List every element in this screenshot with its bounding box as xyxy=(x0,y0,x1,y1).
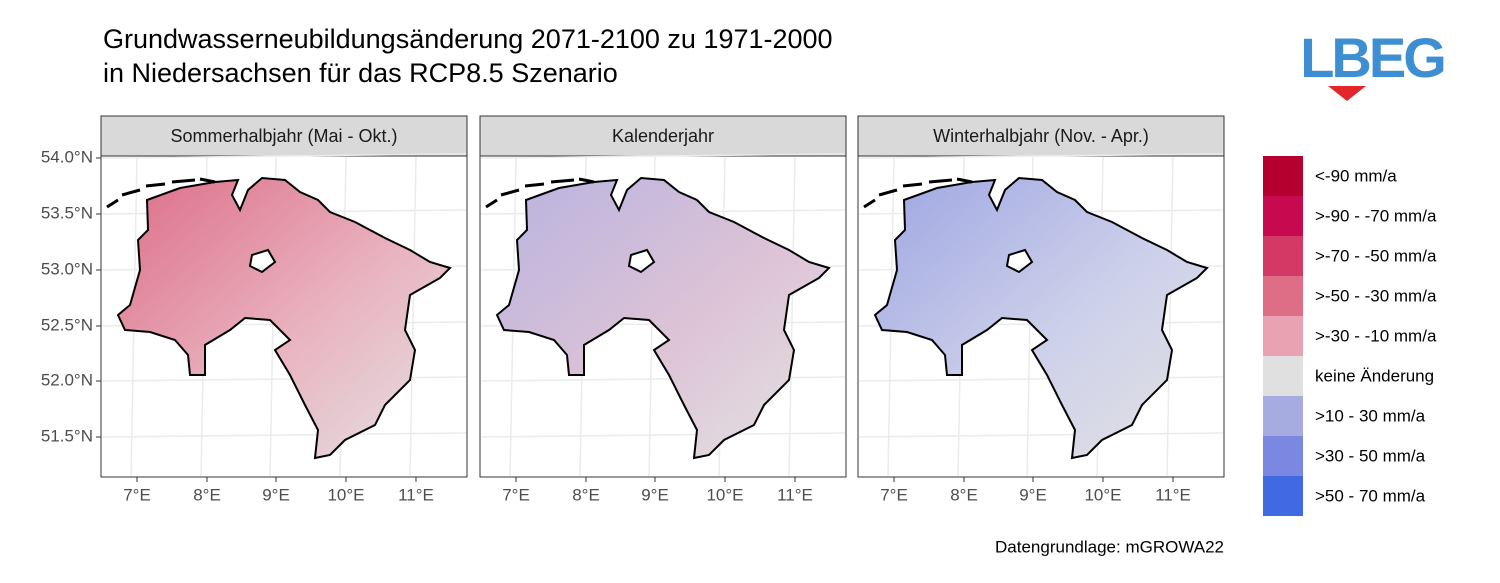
x-tick-label: 11°E xyxy=(777,485,813,504)
legend-swatch xyxy=(1263,316,1303,356)
graticule xyxy=(858,153,1224,159)
x-tick-label: 9°E xyxy=(1019,485,1047,504)
legend-label: >-30 - -10 mm/a xyxy=(1315,326,1437,345)
graticule xyxy=(858,432,1224,438)
legend-label: >-90 - -70 mm/a xyxy=(1315,206,1437,225)
graticule xyxy=(480,153,846,159)
x-tick-label: 8°E xyxy=(950,485,978,504)
logo-triangle xyxy=(1328,86,1366,101)
graticule xyxy=(101,432,467,438)
legend-swatch xyxy=(1263,396,1303,436)
x-tick-label: 7°E xyxy=(880,485,908,504)
panel: Winterhalbjahr (Nov. - Apr.) 7°E 8°E 9°E 10°… xyxy=(857,115,1225,504)
y-tick-label: 54.0°N xyxy=(41,147,93,166)
x-tick-label: 7°E xyxy=(123,485,151,504)
title-line: in Niedersachsen für das RCP8.5 Szenario xyxy=(103,58,618,88)
x-tick-label: 10°E xyxy=(1084,485,1121,504)
x-tick-label: 7°E xyxy=(502,485,530,504)
legend: <-90 mm/a >-90 - -70 mm/a >-70 - -50 mm/a >… xyxy=(1263,156,1437,516)
legend-swatch xyxy=(1263,356,1303,396)
panel-title: Winterhalbjahr (Nov. - Apr.) xyxy=(933,126,1149,146)
strip-bg xyxy=(100,115,468,157)
graticule xyxy=(409,156,417,477)
strip-bg xyxy=(857,115,1225,157)
legend-label: keine Änderung xyxy=(1315,366,1434,385)
y-tick-label: 53.5°N xyxy=(41,203,93,222)
legend-swatch xyxy=(1263,476,1303,516)
y-tick-label: 51.5°N xyxy=(41,426,93,445)
y-tick-label: 52.5°N xyxy=(41,315,93,334)
legend-swatch xyxy=(1263,236,1303,276)
legend-label: >-50 - -30 mm/a xyxy=(1315,286,1437,305)
x-tick-label: 8°E xyxy=(572,485,600,504)
x-tick-label: 10°E xyxy=(706,485,743,504)
x-tick-label: 9°E xyxy=(641,485,669,504)
graticule xyxy=(788,156,796,477)
graticule xyxy=(1166,156,1174,477)
legend-label: >30 - 50 mm/a xyxy=(1315,446,1426,465)
panel: Kalenderjahr 7°E 8°E 9°E 10°E 11°E xyxy=(479,115,847,504)
legend-label: >-70 - -50 mm/a xyxy=(1315,246,1437,265)
panel-title: Kalenderjahr xyxy=(612,126,714,146)
legend-swatch xyxy=(1263,276,1303,316)
panel: Sommerhalbjahr (Mai - Okt.) 7°E 8°E 9°E 10°E… xyxy=(100,115,468,504)
legend-swatch xyxy=(1263,196,1303,236)
legend-swatch xyxy=(1263,436,1303,476)
x-tick-label: 11°E xyxy=(1155,485,1191,504)
x-tick-label: 9°E xyxy=(262,485,290,504)
y-tick-label: 52.0°N xyxy=(41,370,93,389)
logo-text: LBEG xyxy=(1300,26,1444,89)
caption: Datengrundlage: mGROWA22 xyxy=(995,537,1224,556)
legend-swatch xyxy=(1263,156,1303,196)
x-tick-label: 8°E xyxy=(193,485,221,504)
legend-label: >50 - 70 mm/a xyxy=(1315,486,1426,505)
x-tick-label: 11°E xyxy=(398,485,434,504)
panels: Sommerhalbjahr (Mai - Okt.) 7°E 8°E 9°E 10°E… xyxy=(41,115,1225,504)
panel-title: Sommerhalbjahr (Mai - Okt.) xyxy=(170,126,397,146)
title-line: Grundwasserneubildungsänderung 2071-2100… xyxy=(103,24,833,54)
logo: LBEG xyxy=(1300,26,1447,101)
y-tick-label: 53.0°N xyxy=(41,259,93,278)
legend-label: >10 - 30 mm/a xyxy=(1315,406,1426,425)
x-tick-label: 10°E xyxy=(327,485,364,504)
graticule xyxy=(101,153,467,159)
graticule xyxy=(480,432,846,438)
legend-label: <-90 mm/a xyxy=(1315,166,1397,185)
